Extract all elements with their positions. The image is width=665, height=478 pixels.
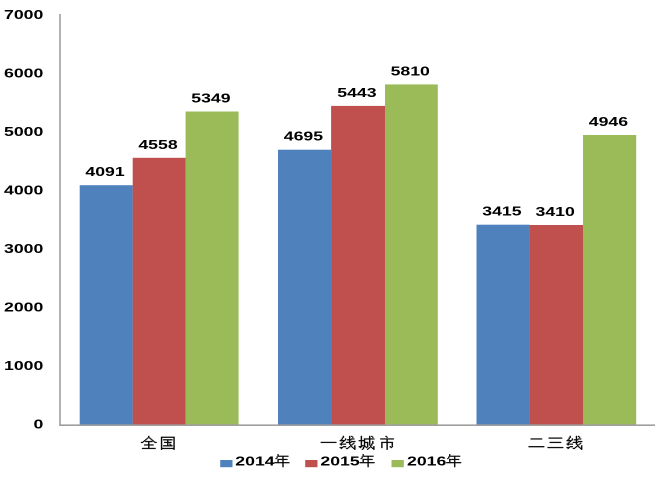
svg-text:1000: 1000 — [4, 359, 43, 373]
svg-text:4695: 4695 — [284, 130, 324, 144]
svg-text:5443: 5443 — [337, 86, 377, 100]
svg-text:3415: 3415 — [482, 205, 522, 219]
svg-text:5000: 5000 — [4, 125, 43, 139]
svg-text:2014: 2014 — [235, 455, 275, 469]
svg-text:2016: 2016 — [407, 455, 447, 469]
svg-text:2000: 2000 — [4, 301, 43, 315]
svg-text:0: 0 — [33, 418, 43, 432]
svg-text:5349: 5349 — [191, 92, 231, 106]
svg-text:3410: 3410 — [536, 205, 575, 219]
svg-text:7000: 7000 — [4, 8, 43, 22]
svg-text:3000: 3000 — [4, 242, 43, 256]
svg-text:4091: 4091 — [85, 165, 125, 179]
svg-text:2015: 2015 — [320, 455, 360, 469]
svg-text:4558: 4558 — [138, 138, 178, 152]
svg-text:6000: 6000 — [4, 67, 43, 81]
svg-text:4946: 4946 — [589, 115, 629, 129]
svg-text:5810: 5810 — [391, 65, 430, 79]
svg-text:4000: 4000 — [4, 184, 43, 198]
